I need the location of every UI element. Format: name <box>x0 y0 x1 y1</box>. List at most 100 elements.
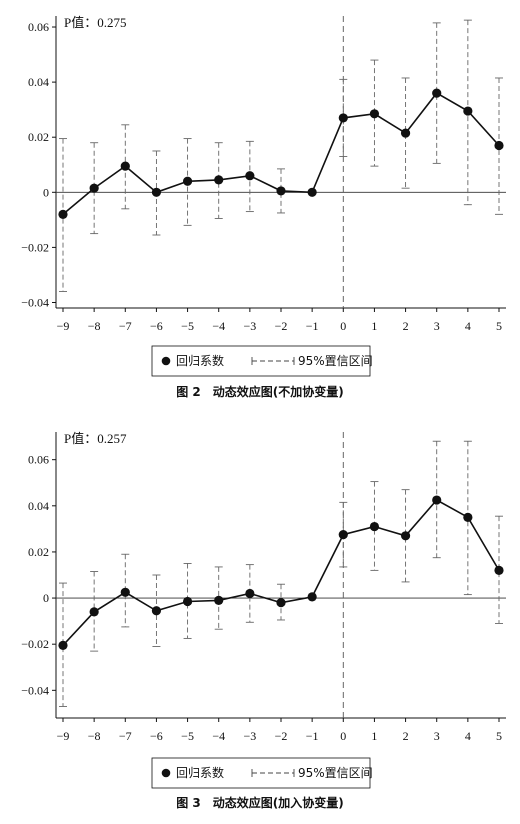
x-tick-label: −4 <box>212 319 225 333</box>
coefficient-point <box>369 521 380 532</box>
x-tick-label: 0 <box>340 729 346 743</box>
coefficient-point <box>338 530 348 540</box>
coefficient-point <box>369 109 380 119</box>
ci-error-bar <box>90 142 99 235</box>
x-tick-label: −1 <box>306 729 319 743</box>
legend-coefficient-label: 回归系数 <box>176 765 224 780</box>
x-tick-label: −1 <box>306 319 319 333</box>
y-tick-label: 0.02 <box>28 545 49 559</box>
coefficient-series-line <box>62 498 500 646</box>
ci-error-bar <box>370 59 379 167</box>
y-tick-label: 0.02 <box>28 130 49 144</box>
x-tick-label: 1 <box>371 319 377 333</box>
coefficient-point <box>245 171 255 181</box>
x-tick-label: 3 <box>434 319 440 333</box>
y-tick-label: 0.06 <box>28 20 49 34</box>
ci-error-bar <box>59 582 67 707</box>
coefficient-point <box>120 161 130 171</box>
legend-coefficient-marker <box>161 768 171 778</box>
x-tick-label: −7 <box>119 729 132 743</box>
x-tick-label: −8 <box>88 729 101 743</box>
ci-error-bar <box>214 566 223 630</box>
ci-error-bar <box>183 563 192 639</box>
chart-figure-2: −0.04 −0.02 0 0.02 0.04 0.06 −9 −8 −7 −6 −5 −4 −3 −2 −… <box>21 15 506 399</box>
coefficient-point <box>307 592 317 602</box>
coefficient-point <box>276 186 286 196</box>
ci-error-bar <box>401 489 410 583</box>
legend: 回归系数 95%置信区间 <box>151 757 373 789</box>
coefficient-point <box>214 595 224 605</box>
x-tick-label: −6 <box>150 729 163 743</box>
y-tick-label: 0.06 <box>28 453 49 467</box>
ci-error-bar <box>495 515 503 624</box>
coefficient-point <box>494 140 504 151</box>
ci-error-bar <box>432 22 441 164</box>
coefficient-point <box>463 512 473 522</box>
coefficient-point <box>494 565 504 575</box>
figure-caption: 图 2 动态效应图(不加协变量) <box>176 384 344 399</box>
ci-error-bar <box>214 142 223 219</box>
figure-caption: 图 3 动态效应图(加入协变量) <box>176 795 344 810</box>
x-tick-label: −5 <box>181 319 194 333</box>
x-tick-label: −4 <box>212 729 225 743</box>
coefficient-point <box>182 596 193 607</box>
x-tick-label: −8 <box>88 319 101 333</box>
figure-3: −0.04 −0.02 0 0.02 0.04 0.06 −9 −8 −7 −6 −5 −4 −3 −2 −… <box>0 412 520 824</box>
ci-error-bar <box>401 77 410 189</box>
coefficient-point <box>245 588 255 599</box>
coefficient-point <box>307 187 317 197</box>
p-value-annotation: P值：0.275 <box>64 15 126 30</box>
x-tick-label: −5 <box>181 729 194 743</box>
x-tick-label: −3 <box>243 319 256 333</box>
p-value-annotation: P值：0.257 <box>64 431 127 446</box>
coefficient-point <box>182 176 193 186</box>
coefficient-point <box>276 598 286 608</box>
y-tick-label: −0.02 <box>21 240 49 254</box>
y-tick-label: 0 <box>43 591 49 605</box>
coefficient-point <box>120 587 130 597</box>
y-tick-label: −0.02 <box>21 637 49 651</box>
coefficient-point <box>58 209 68 219</box>
legend: 回归系数 95%置信区间 <box>151 345 373 377</box>
x-tick-label: −9 <box>57 729 70 743</box>
x-tick-label: 5 <box>496 729 502 743</box>
legend-ci-label: 95%置信区间 <box>298 766 373 780</box>
legend-coefficient-label: 回归系数 <box>176 353 224 368</box>
y-tick-label: 0.04 <box>28 499 49 513</box>
x-tick-label: −3 <box>243 729 256 743</box>
ci-error-bar <box>339 78 348 157</box>
x-tick-label: 2 <box>403 319 409 333</box>
x-tick-label: 4 <box>465 319 471 333</box>
coefficient-point <box>400 128 411 138</box>
legend-coefficient-marker <box>161 356 171 366</box>
x-tick-label: −6 <box>150 319 163 333</box>
coefficient-point <box>151 606 162 616</box>
x-tick-label: −2 <box>275 319 288 333</box>
coefficient-point <box>463 106 473 116</box>
y-tick-label: 0.04 <box>28 75 49 89</box>
y-tick-label: 0 <box>43 185 49 199</box>
x-tick-label: 4 <box>465 729 471 743</box>
x-tick-label: −9 <box>57 319 70 333</box>
coefficient-point <box>151 187 162 197</box>
coefficient-point <box>89 607 99 617</box>
x-tick-label: 1 <box>371 729 377 743</box>
coefficient-point <box>338 113 348 123</box>
ci-error-bar <box>277 168 285 214</box>
coefficient-point <box>58 640 68 650</box>
coefficient-point <box>214 175 224 185</box>
x-tick-label: 5 <box>496 319 502 333</box>
x-tick-label: 3 <box>434 729 440 743</box>
x-tick-label: 0 <box>340 319 346 333</box>
x-tick-label: 2 <box>403 729 409 743</box>
coefficient-point <box>89 183 99 193</box>
y-tick-label: −0.04 <box>21 683 49 697</box>
x-tick-label: −7 <box>119 319 132 333</box>
coefficient-point <box>400 531 411 541</box>
y-tick-label: −0.04 <box>21 295 49 309</box>
chart-figure-3: −0.04 −0.02 0 0.02 0.04 0.06 −9 −8 −7 −6 −5 −4 −3 −2 −… <box>21 431 506 810</box>
coefficient-point <box>432 88 442 98</box>
legend-ci-label: 95%置信区间 <box>298 354 373 368</box>
x-tick-label: −2 <box>275 729 288 743</box>
figure-2: −0.04 −0.02 0 0.02 0.04 0.06 −9 −8 −7 −6 −5 −4 −3 −2 −… <box>21 15 506 399</box>
